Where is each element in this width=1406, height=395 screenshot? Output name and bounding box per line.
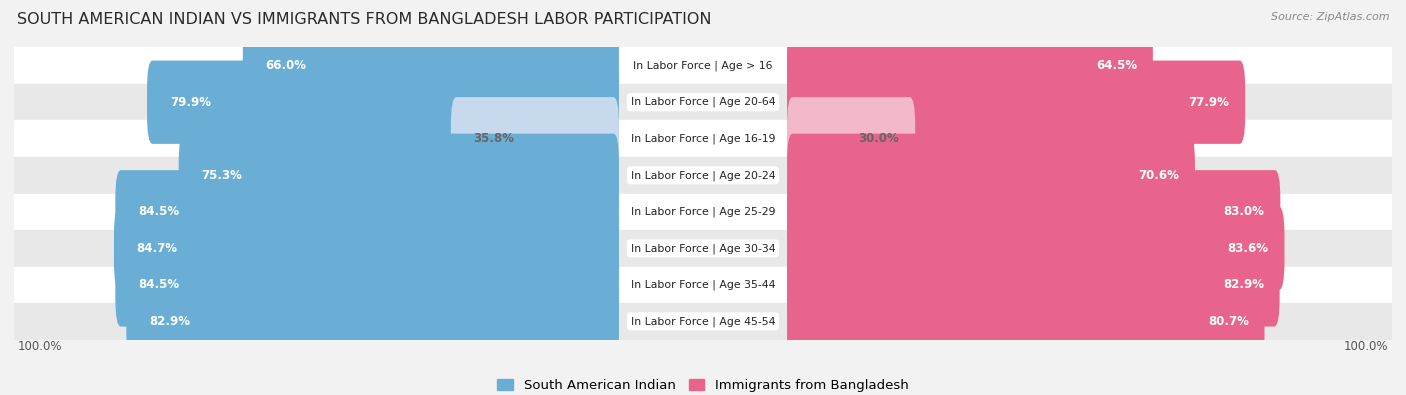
Text: 100.0%: 100.0% xyxy=(17,340,62,353)
FancyBboxPatch shape xyxy=(787,170,1281,254)
Text: 84.5%: 84.5% xyxy=(138,205,179,218)
Text: 80.7%: 80.7% xyxy=(1208,315,1249,328)
FancyBboxPatch shape xyxy=(787,24,1153,107)
FancyBboxPatch shape xyxy=(787,60,1246,144)
FancyBboxPatch shape xyxy=(115,170,619,254)
Text: 84.7%: 84.7% xyxy=(136,242,177,255)
FancyBboxPatch shape xyxy=(787,97,915,181)
Text: In Labor Force | Age 20-64: In Labor Force | Age 20-64 xyxy=(631,97,775,107)
Bar xyxy=(14,157,1392,194)
Text: 64.5%: 64.5% xyxy=(1095,59,1137,72)
Legend: South American Indian, Immigrants from Bangladesh: South American Indian, Immigrants from B… xyxy=(492,374,914,395)
FancyBboxPatch shape xyxy=(179,134,619,217)
Bar xyxy=(14,303,1392,340)
Bar xyxy=(14,47,1392,84)
Text: 83.0%: 83.0% xyxy=(1223,205,1264,218)
Text: 35.8%: 35.8% xyxy=(474,132,515,145)
Text: 66.0%: 66.0% xyxy=(266,59,307,72)
FancyBboxPatch shape xyxy=(148,60,619,144)
Text: 70.6%: 70.6% xyxy=(1139,169,1180,182)
FancyBboxPatch shape xyxy=(787,134,1195,217)
FancyBboxPatch shape xyxy=(114,207,619,290)
Text: In Labor Force | Age 20-24: In Labor Force | Age 20-24 xyxy=(631,170,775,181)
Bar xyxy=(14,267,1392,303)
Text: In Labor Force | Age > 16: In Labor Force | Age > 16 xyxy=(633,60,773,71)
Text: 100.0%: 100.0% xyxy=(1344,340,1389,353)
Bar xyxy=(14,230,1392,267)
Text: In Labor Force | Age 35-44: In Labor Force | Age 35-44 xyxy=(631,280,775,290)
Text: In Labor Force | Age 16-19: In Labor Force | Age 16-19 xyxy=(631,134,775,144)
Text: Source: ZipAtlas.com: Source: ZipAtlas.com xyxy=(1271,12,1389,22)
FancyBboxPatch shape xyxy=(451,97,619,181)
Text: 75.3%: 75.3% xyxy=(201,169,242,182)
Text: In Labor Force | Age 30-34: In Labor Force | Age 30-34 xyxy=(631,243,775,254)
FancyBboxPatch shape xyxy=(243,24,619,107)
FancyBboxPatch shape xyxy=(787,280,1264,363)
Bar xyxy=(14,84,1392,120)
Text: 79.9%: 79.9% xyxy=(170,96,211,109)
Text: In Labor Force | Age 45-54: In Labor Force | Age 45-54 xyxy=(631,316,775,327)
FancyBboxPatch shape xyxy=(787,243,1279,327)
FancyBboxPatch shape xyxy=(787,207,1285,290)
Bar xyxy=(14,194,1392,230)
Text: SOUTH AMERICAN INDIAN VS IMMIGRANTS FROM BANGLADESH LABOR PARTICIPATION: SOUTH AMERICAN INDIAN VS IMMIGRANTS FROM… xyxy=(17,12,711,27)
FancyBboxPatch shape xyxy=(127,280,619,363)
Text: 83.6%: 83.6% xyxy=(1227,242,1268,255)
Bar xyxy=(14,120,1392,157)
Text: 82.9%: 82.9% xyxy=(149,315,190,328)
Text: 82.9%: 82.9% xyxy=(1223,278,1264,292)
Text: In Labor Force | Age 25-29: In Labor Force | Age 25-29 xyxy=(631,207,775,217)
Text: 84.5%: 84.5% xyxy=(138,278,179,292)
FancyBboxPatch shape xyxy=(115,243,619,327)
Text: 77.9%: 77.9% xyxy=(1188,96,1229,109)
Text: 30.0%: 30.0% xyxy=(859,132,900,145)
